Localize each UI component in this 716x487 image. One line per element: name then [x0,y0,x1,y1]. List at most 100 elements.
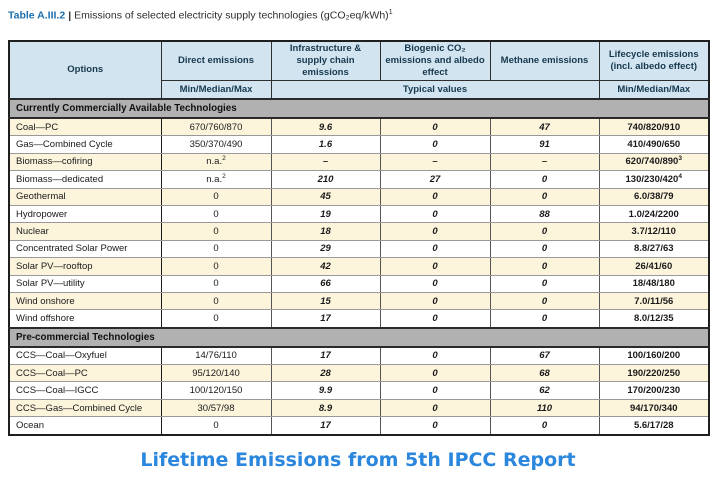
methane-cell: 91 [489,135,599,154]
methane-cell: 88 [489,205,599,224]
table-row: Hydropower 0 19 0 88 1.0/24/2200 [9,205,709,224]
direct-cell: 0 [160,416,271,436]
column-header-methane: Methane emissions [489,40,600,81]
table-row: Biomass—dedicated n.a.2 210 27 0 130/230/4204 [9,170,709,189]
option-cell: Wind offshore [9,309,161,329]
column-header-direct-emissions: Direct emissions [160,40,272,81]
biogenic-cell: 0 [379,222,490,241]
biogenic-cell: 0 [379,118,490,137]
column-header-infrastructure: Infrastructure & supply chain emissions [270,40,381,81]
subheader-direct-min-median-max: Min/Median/Max [160,80,272,100]
lifecycle-cell: 18/48/180 [598,275,709,293]
lifecycle-cell: 1.0/24/2200 [598,205,709,224]
table-row: Geothermal 0 45 0 0 6.0/38/79 [9,188,709,206]
section-header-row: Pre-commercial Technologies [9,326,709,348]
option-cell: Coal—PC [9,118,161,137]
option-cell: Geothermal [9,188,161,206]
title-footnote-marker: 1 [388,9,393,16]
methane-cell: 68 [489,364,599,383]
footnote-marker: 3 [678,155,682,163]
lifecycle-cell: 740/820/910 [598,118,709,137]
lifecycle-cell: 130/230/4204 [598,170,709,189]
section-header-row: Currently Commercially Available Technol… [9,98,709,119]
methane-cell: 0 [489,292,599,311]
table-row: CCS—Coal—Oxyfuel 14/76/110 17 0 67 100/160/20… [9,346,709,366]
methane-cell: 0 [489,309,599,329]
methane-cell: 0 [489,188,599,206]
lifecycle-cell: 8.8/27/63 [598,240,709,259]
infra-cell: 9.9 [270,381,380,400]
option-cell: Solar PV—rooftop [9,257,161,276]
lifecycle-cell: 8.0/12/35 [598,309,709,329]
option-cell: Nuclear [9,222,161,241]
lifecycle-cell: 7.0/11/56 [598,292,709,311]
biogenic-cell: 0 [379,381,490,400]
option-cell: CCS—Coal—PC [9,364,161,383]
methane-cell: 67 [489,346,599,366]
subheader-lifecycle-min-median-max: Min/Median/Max [598,80,710,100]
biogenic-cell: 27 [379,170,490,189]
lifecycle-cell: 100/160/200 [598,346,709,366]
direct-cell: 100/120/150 [160,381,271,400]
infra-cell: 18 [270,222,380,241]
table-row: Biomass—cofiring n.a.2– – –620/740/8903 [9,153,709,172]
figure-caption: Lifetime Emissions from 5th IPCC Report [140,449,576,471]
direct-cell: 0 [160,205,271,224]
lifecycle-cell: 5.6/17/28 [598,416,709,436]
biogenic-cell: 0 [379,416,490,436]
infra-cell: 42 [270,257,380,276]
title-text: Emissions of selected electricity supply… [74,9,389,22]
direct-cell: 0 [160,309,271,329]
direct-cell: 0 [160,222,271,241]
infra-cell: 29 [270,240,380,259]
methane-cell: 0 [489,416,599,436]
option-cell: Biomass—cofiring [9,153,161,172]
infra-cell: 17 [270,346,380,366]
direct-cell: 670/760/870 [160,118,271,137]
column-header-biogenic: Biogenic CO₂ emissions and albedo effect [379,40,491,81]
table-row: CCS—Gas—Combined Cycle 30/57/98 8.9 0 110 94/… [9,399,709,418]
option-cell: Ocean [9,416,161,436]
table-row: Nuclear 0 18 0 0 3.7/12/110 [9,222,709,241]
option-cell: Concentrated Solar Power [9,240,161,259]
lifecycle-cell: 26/41/60 [598,257,709,276]
lifecycle-cell: 620/740/8903 [598,153,709,172]
direct-cell: 95/120/140 [160,364,271,383]
methane-cell: 0 [489,240,599,259]
methane-cell: 0 [489,257,599,276]
infra-cell: 28 [270,364,380,383]
biogenic-cell: 0 [379,309,490,329]
table-title: Table A.III.2 | Emissions of selected elec… [8,9,393,22]
direct-cell: n.a.2 [160,170,271,189]
biogenic-cell: 0 [379,399,490,418]
infra-cell: 15 [270,292,380,311]
biogenic-cell: 0 [379,257,490,276]
biogenic-cell: 0 [379,364,490,383]
methane-cell: 0 [489,170,599,189]
table-row: Gas—Combined Cycle 350/370/490 1.6 0 91 410/4… [9,135,709,154]
biogenic-cell: 0 [379,135,490,154]
option-cell: Biomass—dedicated [9,170,161,189]
lifecycle-cell: 170/200/230 [598,381,709,400]
footnote-marker: 4 [678,172,682,180]
direct-cell: 0 [160,188,271,206]
direct-cell: 0 [160,257,271,276]
column-header-options: Options [8,40,162,100]
biogenic-cell: 0 [379,188,490,206]
lifecycle-cell: 190/220/250 [598,364,709,383]
infra-cell: 1.6 [270,135,380,154]
table-row: Coal—PC 670/760/870 9.6 0 47 740/820/910 [9,118,709,137]
table-row: CCS—Coal—IGCC 100/120/150 9.9 0 62 170/200/23… [9,381,709,400]
lifecycle-cell: 3.7/12/110 [598,222,709,241]
methane-cell: – [489,153,599,172]
biogenic-cell: 0 [379,275,490,293]
direct-cell: 30/57/98 [160,399,271,418]
table-row: Concentrated Solar Power 0 29 0 0 8.8/27/63 [9,240,709,259]
footnote-marker: 2 [222,155,226,163]
table-header: Options Direct emissions Infrastructure … [8,40,710,100]
option-cell: Solar PV—utility [9,275,161,293]
infra-cell: 17 [270,309,380,329]
section-title: Currently Commercially Available Technol… [9,98,709,119]
table-row: Ocean 0 17 0 0 5.6/17/28 [9,416,709,436]
